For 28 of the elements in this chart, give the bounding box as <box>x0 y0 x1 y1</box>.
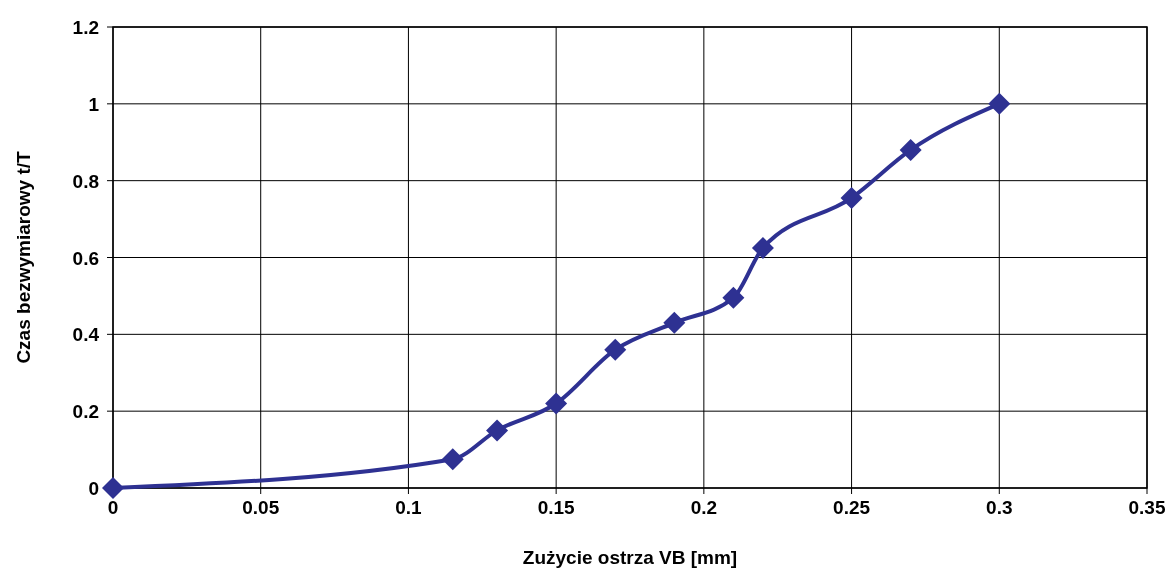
x-tick-label: 0.2 <box>690 497 718 518</box>
point <box>840 186 863 209</box>
point <box>604 338 627 361</box>
point <box>722 286 745 309</box>
point <box>545 392 568 415</box>
y-tick-label: 0.4 <box>72 324 100 346</box>
x-tick-label: 0 <box>107 497 119 518</box>
x-tick-label: 0.3 <box>986 497 1013 518</box>
x-tick-label: 0.35 <box>1128 497 1166 518</box>
point <box>988 92 1011 115</box>
y-tick-label: 0.2 <box>72 401 99 423</box>
x-tick-label: 0.25 <box>833 497 871 518</box>
x-tick-label: 0.05 <box>242 497 280 518</box>
y-tick-label: 1.2 <box>72 17 99 38</box>
x-tick-label: 0.15 <box>537 497 576 518</box>
y-tick-label: 0.8 <box>72 170 99 192</box>
x-axis-title: Zużycie ostrza VB [mm] <box>522 547 738 568</box>
point <box>102 477 124 499</box>
x-tick-label: 0.1 <box>395 497 423 518</box>
y-tick-label: 1 <box>88 93 100 115</box>
y-tick-label: 0 <box>88 478 99 499</box>
y-tick-label: 0.6 <box>72 247 99 269</box>
point <box>663 311 686 334</box>
point <box>751 236 774 259</box>
point <box>441 448 464 471</box>
point <box>899 138 922 161</box>
y-axis-title: Czas bezwymiarowy t/T <box>13 150 34 364</box>
point <box>486 419 509 442</box>
